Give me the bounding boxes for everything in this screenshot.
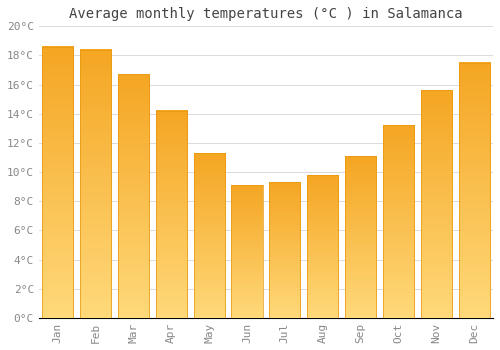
Title: Average monthly temperatures (°C ) in Salamanca: Average monthly temperatures (°C ) in Sa… — [69, 7, 462, 21]
Bar — [232, 185, 262, 318]
Bar — [307, 175, 338, 318]
Bar — [118, 75, 149, 318]
Bar — [270, 182, 300, 318]
Bar — [42, 47, 74, 318]
Bar — [194, 153, 224, 318]
Bar — [383, 125, 414, 318]
Bar — [345, 156, 376, 318]
Bar — [421, 90, 452, 318]
Bar — [458, 63, 490, 318]
Bar — [156, 111, 187, 318]
Bar — [80, 50, 111, 318]
